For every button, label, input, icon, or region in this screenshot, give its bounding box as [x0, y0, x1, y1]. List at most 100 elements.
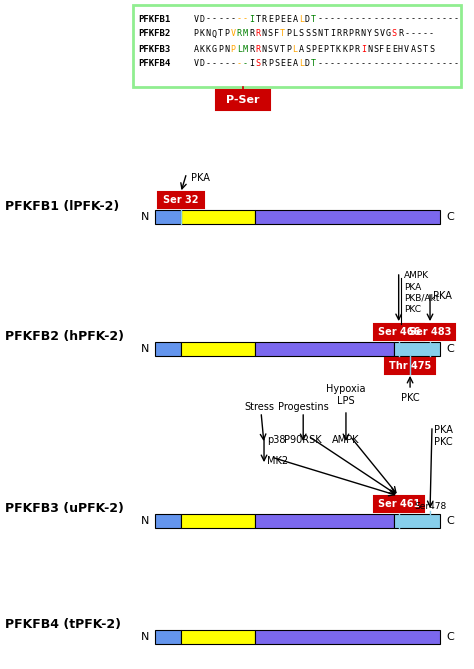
FancyBboxPatch shape: [216, 90, 270, 110]
Text: E: E: [392, 45, 397, 54]
Text: PFKFB2 (hPFK-2): PFKFB2 (hPFK-2): [5, 330, 124, 343]
Text: -: -: [342, 60, 347, 68]
Text: M: M: [243, 29, 248, 39]
Text: N: N: [141, 516, 149, 526]
Text: R: R: [355, 45, 360, 54]
Text: N: N: [318, 29, 322, 39]
Text: -: -: [224, 60, 229, 68]
Text: K: K: [206, 45, 211, 54]
Text: R: R: [336, 29, 341, 39]
Text: -: -: [218, 60, 223, 68]
Text: P: P: [268, 60, 273, 68]
Text: -: -: [435, 15, 440, 23]
Text: -: -: [392, 15, 397, 23]
Text: E: E: [318, 45, 322, 54]
Text: Ser 483: Ser 483: [409, 327, 451, 337]
Text: P: P: [348, 29, 354, 39]
Text: PFKFB3 (uPFK-2): PFKFB3 (uPFK-2): [5, 502, 124, 515]
Text: -: -: [379, 60, 384, 68]
Text: -: -: [392, 60, 397, 68]
Text: R: R: [398, 29, 403, 39]
Text: -: -: [237, 15, 242, 23]
Text: A: A: [292, 15, 298, 23]
Text: -: -: [441, 60, 447, 68]
Text: -: -: [417, 15, 421, 23]
Text: R: R: [237, 29, 242, 39]
Bar: [385, 358, 435, 374]
Text: P: P: [274, 15, 279, 23]
Bar: [155, 210, 181, 224]
Text: V: V: [193, 15, 199, 23]
Text: E: E: [286, 15, 292, 23]
Text: T: T: [423, 45, 428, 54]
Text: N: N: [141, 344, 149, 354]
Text: -: -: [324, 15, 328, 23]
Text: T: T: [280, 45, 285, 54]
Text: MK2: MK2: [267, 456, 288, 466]
Bar: [181, 210, 255, 224]
Text: S: S: [311, 29, 316, 39]
Text: -: -: [206, 60, 211, 68]
Text: P: P: [286, 29, 292, 39]
Bar: [394, 342, 440, 356]
Text: PFKFB1: PFKFB1: [138, 15, 170, 23]
Text: -: -: [373, 60, 378, 68]
Text: I: I: [249, 15, 254, 23]
Text: N: N: [367, 45, 372, 54]
Text: -: -: [367, 60, 372, 68]
Text: -: -: [318, 60, 322, 68]
Text: S: S: [305, 45, 310, 54]
Text: L: L: [292, 29, 298, 39]
Text: N: N: [141, 212, 149, 222]
Text: -: -: [212, 60, 217, 68]
Text: -: -: [361, 60, 366, 68]
Text: -: -: [318, 15, 322, 23]
Text: -: -: [398, 15, 403, 23]
Text: G: G: [212, 45, 217, 54]
Text: -: -: [410, 60, 415, 68]
Text: Ser 461: Ser 461: [378, 499, 420, 509]
Text: -: -: [230, 60, 236, 68]
Text: Ser 32: Ser 32: [163, 195, 199, 205]
Text: T: T: [330, 45, 335, 54]
Text: -: -: [410, 15, 415, 23]
Text: S: S: [417, 45, 421, 54]
Text: -: -: [212, 15, 217, 23]
Text: -: -: [355, 60, 360, 68]
Text: E: E: [280, 15, 285, 23]
Text: -: -: [336, 15, 341, 23]
Text: AMPK: AMPK: [332, 435, 360, 445]
Text: -: -: [454, 60, 459, 68]
Text: PKB/Akt: PKB/Akt: [404, 294, 439, 302]
Text: K: K: [200, 45, 205, 54]
Text: Y: Y: [367, 29, 372, 39]
Text: PFKFB3: PFKFB3: [138, 45, 170, 54]
Text: D: D: [200, 15, 205, 23]
Text: PKC: PKC: [404, 304, 420, 314]
Bar: [181, 342, 255, 356]
Text: S: S: [299, 29, 304, 39]
Text: -: -: [342, 15, 347, 23]
Text: N: N: [141, 632, 149, 642]
Text: N: N: [361, 29, 366, 39]
Text: K: K: [336, 45, 341, 54]
Text: -: -: [330, 60, 335, 68]
Bar: [255, 630, 440, 644]
Bar: [155, 342, 181, 356]
Text: Ser478: Ser478: [414, 502, 446, 511]
Text: -: -: [429, 15, 434, 23]
Text: V: V: [230, 29, 236, 39]
Text: I: I: [330, 29, 335, 39]
Text: T: T: [311, 60, 316, 68]
Bar: [255, 514, 394, 528]
Text: -: -: [243, 15, 248, 23]
Text: R: R: [355, 29, 360, 39]
Text: S: S: [392, 29, 397, 39]
Text: T: T: [255, 15, 260, 23]
Text: A: A: [299, 45, 304, 54]
Text: N: N: [206, 29, 211, 39]
Text: S: S: [373, 45, 378, 54]
Text: -: -: [447, 15, 453, 23]
Text: R: R: [249, 29, 254, 39]
Text: -: -: [324, 60, 328, 68]
